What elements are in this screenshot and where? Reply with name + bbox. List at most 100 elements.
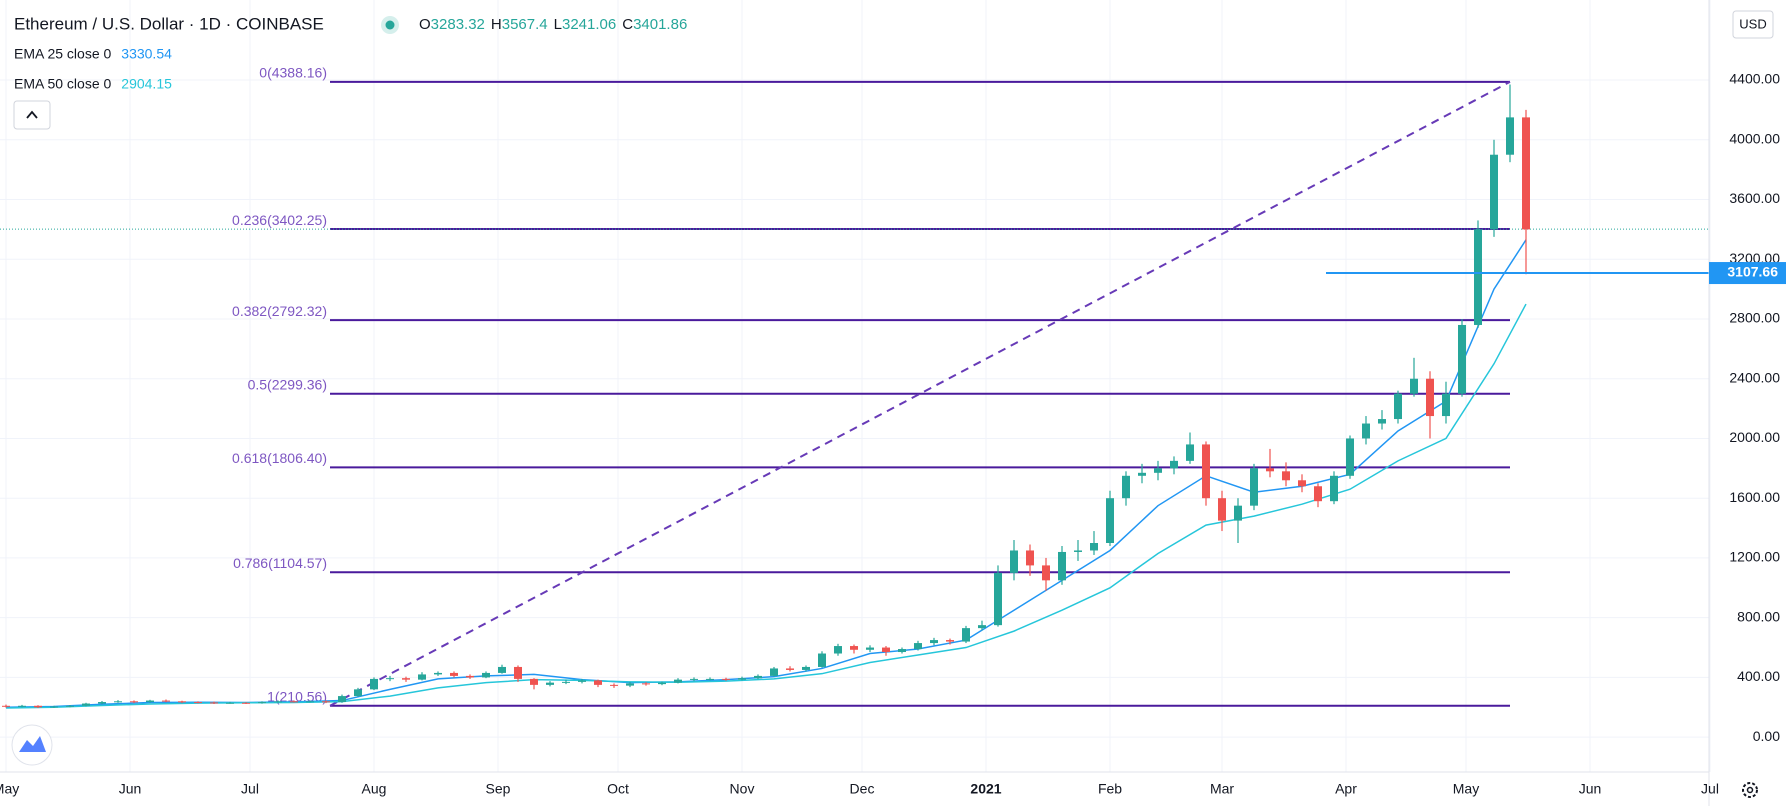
y-tick-label: 400.00 — [1737, 668, 1780, 684]
ohlc-key: C — [622, 16, 633, 33]
fib-level-label: 0.786(1104.57) — [233, 555, 327, 571]
candle-body — [1250, 468, 1258, 506]
x-tick-label: May — [0, 781, 19, 797]
price-label-box — [1709, 262, 1786, 285]
x-tick-label: Jul — [1701, 781, 1719, 797]
settings-gear-center — [1746, 786, 1754, 794]
legend-label: EMA 25 close 0 — [14, 46, 111, 62]
candle-body — [930, 640, 938, 644]
candle-body — [946, 640, 954, 642]
candle-body — [498, 666, 506, 673]
x-tick-label: Jul — [241, 781, 259, 797]
x-tick-label: Mar — [1210, 781, 1234, 797]
candle-body — [1442, 393, 1450, 417]
candle-body — [1330, 475, 1338, 502]
legend-value: 3330.54 — [121, 46, 172, 62]
candle-body — [1170, 460, 1178, 469]
candle-body — [482, 672, 490, 678]
candle-body — [322, 701, 330, 703]
candle-body — [66, 705, 74, 707]
candle-body — [1186, 444, 1194, 461]
candle-body — [658, 682, 666, 685]
currency-label: USD — [1739, 16, 1766, 31]
candle-body — [354, 689, 362, 697]
logo[interactable] — [11, 724, 53, 766]
candle-body — [418, 674, 426, 680]
x-tick-label: Apr — [1335, 781, 1357, 797]
collapse-button[interactable] — [13, 100, 51, 130]
candle-body — [98, 702, 106, 704]
y-tick-label: 1600.00 — [1729, 489, 1780, 505]
candle-body — [786, 668, 794, 670]
fib-level-label: 0.618(1806.40) — [232, 450, 327, 466]
candle-body — [1458, 324, 1466, 394]
settings-button[interactable] — [1742, 782, 1758, 798]
x-tick-label: Aug — [362, 781, 387, 797]
chart-title: Ethereum / U.S. Dollar · 1D · COINBASE — [14, 14, 324, 33]
x-tick-label: Jun — [1579, 781, 1602, 797]
y-tick-label: 1200.00 — [1729, 549, 1780, 565]
candle-body — [1138, 472, 1146, 476]
y-tick-label: 2400.00 — [1729, 369, 1780, 385]
candle-body — [530, 678, 538, 685]
candle-body — [1378, 419, 1386, 424]
candle-body — [50, 706, 58, 708]
ohlc-value: 3241.06 — [562, 16, 616, 33]
candle-body — [1426, 378, 1434, 417]
candle-body — [2, 705, 10, 707]
candle-body — [1522, 117, 1530, 230]
x-tick-label: May — [1453, 781, 1479, 797]
candle-body — [850, 646, 858, 650]
y-tick-label: 4000.00 — [1729, 130, 1780, 146]
legend: EMA 25 close 0 3330.54 EMA 50 close 0 2904.… — [14, 46, 172, 92]
fib-level-label: 0(4388.16) — [259, 65, 327, 81]
candle-body — [962, 628, 970, 642]
candle-body — [1154, 468, 1162, 473]
plot: 0(4388.16) 0.236(3402.25) 0.382(2792.32) 0.… — [0, 65, 1709, 709]
candle-body — [898, 649, 906, 653]
candle-body — [818, 653, 826, 667]
candle-body — [1266, 468, 1274, 472]
status-dot — [385, 20, 395, 30]
candle-body — [1026, 550, 1034, 566]
y-tick-label: 2000.00 — [1729, 429, 1780, 445]
x-tick-label: Feb — [1098, 781, 1122, 797]
axes: 0.00 400.00 800.00 1200.00 1600.00 2000.00 240… — [0, 71, 1786, 797]
candle-body — [1090, 543, 1098, 551]
x-tick-label: 2021 — [970, 781, 1001, 797]
currency-button[interactable]: USD — [1732, 10, 1774, 39]
x-tick-label: Dec — [850, 781, 875, 797]
candle-body — [626, 683, 634, 686]
candle-body — [1106, 498, 1114, 544]
ohlc-value: 3401.86 — [633, 16, 687, 33]
candle-body — [834, 646, 842, 654]
settings-gear[interactable] — [1742, 782, 1758, 798]
candle-body — [450, 672, 458, 676]
currency-button-box[interactable] — [1732, 10, 1774, 39]
legend-label: EMA 50 close 0 — [14, 76, 111, 92]
candle-body — [994, 572, 1002, 626]
candle-body — [674, 679, 682, 683]
ohlc-key: O — [419, 16, 431, 33]
y-tick-label: 2800.00 — [1729, 310, 1780, 326]
candle-body — [1282, 471, 1290, 481]
collapse-button-box[interactable] — [13, 100, 51, 130]
y-tick-label: 3600.00 — [1729, 190, 1780, 206]
fib-trend-line — [329, 80, 1511, 707]
candle-body — [402, 678, 410, 680]
candle-body — [18, 705, 26, 707]
candle-body — [1410, 378, 1418, 394]
ohlc-value: 3283.32 — [431, 16, 485, 33]
fib-level-label: 0.5(2299.36) — [248, 376, 327, 392]
candle-body — [242, 702, 250, 704]
logo-icon — [19, 736, 46, 752]
candle-body — [114, 701, 122, 703]
ohlc-key: L — [554, 16, 562, 33]
candle-body — [338, 696, 346, 703]
candle-body — [642, 683, 650, 685]
x-tick-label: Nov — [730, 781, 755, 797]
x-tick-label: Sep — [486, 781, 511, 797]
candle-body — [1122, 475, 1130, 499]
